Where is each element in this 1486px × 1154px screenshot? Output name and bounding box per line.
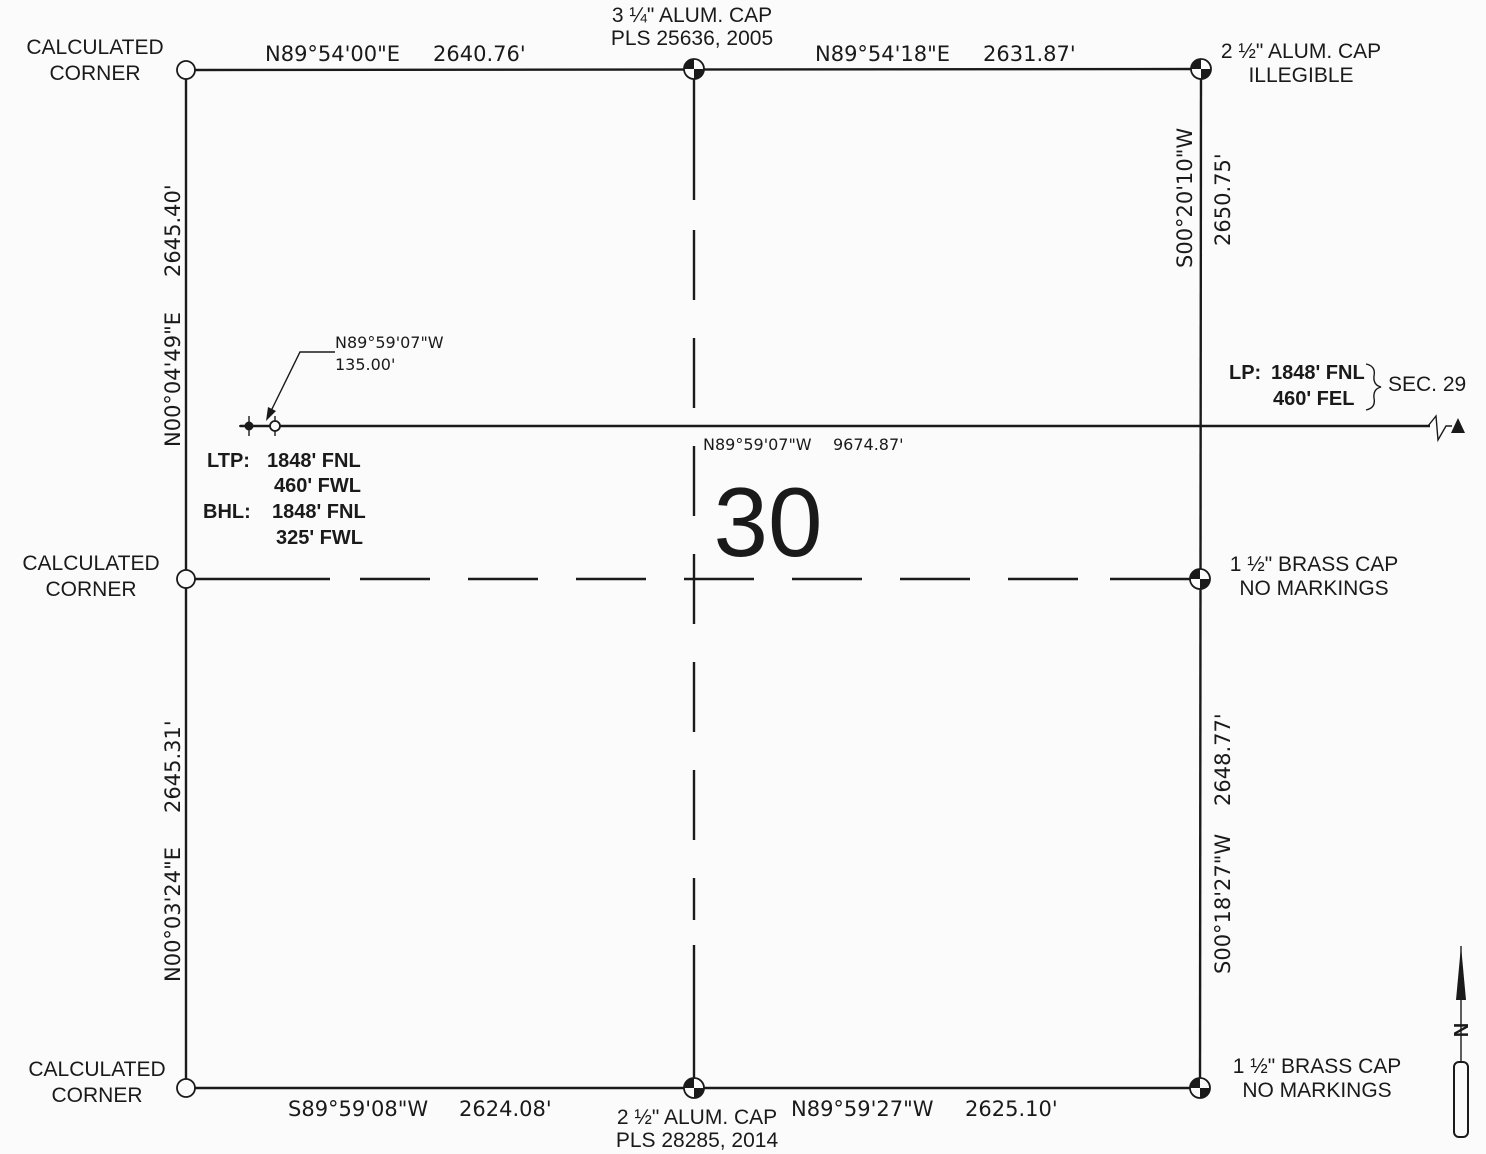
east-north-bearing: S00°20'10"W [1173,128,1197,268]
se-corner-monument-icon [1189,1077,1211,1099]
lp-label: LP: [1229,362,1261,384]
break-symbol [1427,414,1452,443]
e-quarter-monument-icon [1189,568,1211,590]
n-quarter-label-line2: PLS 25636, 2005 [611,27,773,50]
se-corner-label-line1: 1 ½" BRASS CAP [1233,1055,1402,1078]
bhl-fwl: 325' FWL [276,527,363,549]
nw-corner-label-line1: CALCULATED [26,36,163,59]
north-east-bearing: N89°54'18"E [815,42,950,66]
adjacent-section-label: SEC. 29 [1388,373,1466,396]
nw-corner-label-line2: CORNER [49,62,140,85]
bhl-fnl: 1848' FNL [272,501,366,523]
ltp-label: LTP: [207,450,250,472]
n-quarter-label-line1: 3 ¼" ALUM. CAP [612,4,772,27]
offset-leader-line [270,351,335,412]
ltp-fnl: 1848' FNL [267,450,361,472]
ne-corner-label-line1: 2 ½" ALUM. CAP [1221,40,1381,63]
north-arrow-letter: N [1451,1023,1473,1037]
offset-bearing: N89°59'07"W [335,333,444,352]
north-arrow-icon [1453,946,1469,1138]
bhl-point-marker [239,416,259,436]
south-east-distance: 2625.10' [965,1097,1058,1121]
lp-fnl: 1848' FNL [1271,362,1365,384]
sw-corner-label-line2: CORNER [51,1084,142,1107]
section-number: 30 [713,467,822,577]
lp-brace-icon [1365,363,1382,411]
e-quarter-label-line1: 1 ½" BRASS CAP [1230,553,1399,576]
south-west-bearing: S89°59'08"W [288,1097,428,1121]
west-north-distance: 2645.40' [161,184,185,277]
s-quarter-label-line2: PLS 28285, 2014 [616,1129,779,1152]
se-corner-label-line2: NO MARKINGS [1242,1079,1391,1102]
w-quarter-label-line1: CALCULATED [22,552,159,575]
s-quarter-monument-icon [683,1077,705,1099]
n-quarter-monument-icon [683,58,705,80]
west-south-distance: 2645.31' [161,720,185,813]
south-west-distance: 2624.08' [459,1097,552,1121]
east-north-distance: 2650.75' [1211,153,1235,246]
west-north-bearing: N00°04'49"E [161,312,185,447]
offset-leader-arrow [266,407,276,421]
ltp-fwl: 460' FWL [274,475,361,497]
ne-corner-monument-icon [1190,58,1212,80]
s-quarter-label-line1: 2 ½" ALUM. CAP [617,1106,777,1129]
lateral-distance: 9674.87' [833,435,904,454]
ltp-point-marker [269,416,281,436]
bhl-label: BHL: [203,501,251,523]
east-south-bearing: S00°18'27"W [1211,834,1235,974]
e-quarter-label-line2: NO MARKINGS [1239,577,1388,600]
north-west-bearing: N89°54'00"E [265,42,400,66]
west-south-bearing: N00°03'24"E [161,847,185,982]
lateral-bearing: N89°59'07"W [703,435,812,454]
south-east-bearing: N89°59'27"W [791,1097,934,1121]
north-west-distance: 2640.76' [433,42,526,66]
east-south-distance: 2648.77' [1211,713,1235,806]
offset-distance: 135.00' [335,355,395,374]
north-east-distance: 2631.87' [983,42,1076,66]
ne-corner-label-line2: ILLEGIBLE [1248,64,1353,87]
lateral-end-arrow [1451,418,1465,433]
nw-corner-monument-icon [176,60,196,80]
w-quarter-label-line2: CORNER [45,578,136,601]
sw-corner-monument-icon [176,1078,196,1098]
sw-corner-label-line1: CALCULATED [28,1058,165,1081]
lp-fel: 460' FEL [1273,388,1354,410]
w-quarter-monument-icon [176,569,196,589]
